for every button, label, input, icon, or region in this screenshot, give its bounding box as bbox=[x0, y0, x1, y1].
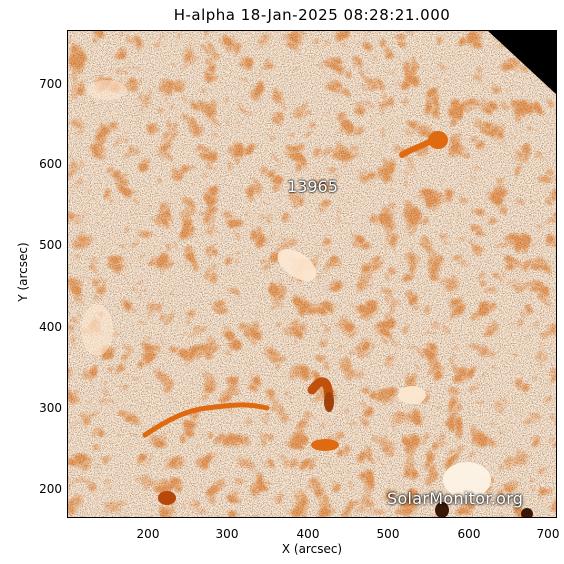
y-tick-label: 600 bbox=[39, 157, 62, 171]
image-title: H-alpha 18-Jan-2025 08:28:21.000 bbox=[173, 6, 451, 24]
y-tick-label: 400 bbox=[39, 320, 62, 334]
x-axis-label: X (arcsec) bbox=[281, 542, 343, 556]
y-tick-label: 200 bbox=[39, 482, 62, 496]
x-tick-label: 500 bbox=[376, 527, 400, 541]
x-tick-label: 300 bbox=[215, 527, 239, 541]
y-tick-label: 300 bbox=[39, 401, 62, 415]
active-region-label: 13965 bbox=[287, 177, 338, 196]
watermark-text: SolarMonitor.org bbox=[387, 489, 524, 508]
x-tick-label: 600 bbox=[457, 527, 481, 541]
x-tick-label: 400 bbox=[296, 527, 320, 541]
y-tick-label: 500 bbox=[39, 238, 62, 252]
solar-image bbox=[67, 30, 557, 518]
solar-image-svg bbox=[67, 30, 557, 518]
y-axis-label: Y (arcsec) bbox=[16, 242, 30, 302]
x-tick-label: 700 bbox=[536, 527, 560, 541]
y-tick-label: 700 bbox=[39, 77, 62, 91]
x-tick-label: 200 bbox=[136, 527, 160, 541]
